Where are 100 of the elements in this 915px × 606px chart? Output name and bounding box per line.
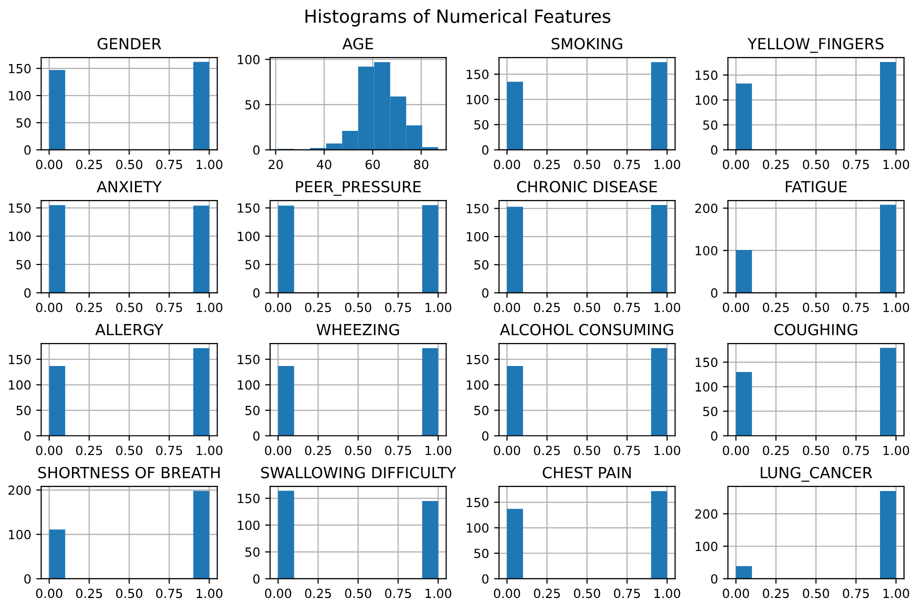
- x-tick-label: 0.75: [842, 446, 869, 456]
- y-tick-label: 100: [238, 520, 260, 530]
- y-tick-label: 150: [466, 498, 488, 508]
- x-tick-label: 0.25: [76, 160, 102, 170]
- x-tick-label: 0.50: [116, 302, 142, 312]
- x-tick-label: 0.25: [762, 446, 789, 456]
- x-tick-label: 0.75: [842, 302, 869, 312]
- y-tick-label: 100: [696, 95, 718, 105]
- x-tick-label: 0.00: [494, 588, 520, 598]
- x-tick-label: 0.50: [574, 446, 600, 456]
- x-tick-label: 0.75: [614, 160, 640, 170]
- y-tick-label: 50: [245, 260, 260, 270]
- y-tick-label: 50: [703, 120, 718, 130]
- x-tick-label: 0.75: [842, 160, 869, 170]
- x-tick-label: 0.50: [802, 446, 830, 456]
- chart-title: WHEEZING: [316, 324, 399, 336]
- x-tick-label: 0.25: [76, 446, 102, 456]
- y-tick-label: 50: [245, 406, 260, 416]
- x-tick-label: 0.25: [534, 446, 560, 456]
- x-tick-label: 1.00: [196, 588, 222, 598]
- x-tick-label: 0.25: [305, 588, 331, 598]
- y-tick-label: 150: [696, 358, 718, 368]
- y-tick-label: 100: [466, 94, 488, 104]
- y-tick-label: 0: [711, 288, 718, 298]
- y-tick-label: 0: [253, 431, 260, 441]
- y-tick-label: 0: [482, 431, 488, 441]
- x-tick-label: 0.25: [762, 588, 789, 598]
- x-tick-label: 0.00: [265, 302, 292, 312]
- x-tick-label: 0.50: [802, 588, 830, 598]
- x-tick-label: 0.00: [494, 160, 520, 170]
- x-tick-label: 0.00: [494, 446, 520, 456]
- x-tick-label: 1.00: [883, 302, 910, 312]
- x-tick-label: 60: [366, 160, 380, 170]
- x-tick-label: 0.00: [494, 302, 520, 312]
- y-tick-label: 100: [8, 232, 31, 242]
- y-tick-label: 200: [695, 509, 718, 519]
- y-tick-label: 150: [238, 354, 260, 364]
- y-tick-label: 0: [253, 145, 260, 155]
- x-tick-label: 0.50: [802, 160, 830, 170]
- x-tick-label: 0.25: [534, 302, 560, 312]
- y-tick-label: 50: [474, 548, 488, 558]
- x-tick-label: 1.00: [426, 302, 452, 312]
- x-tick-label: 1.00: [196, 302, 222, 312]
- x-tick-label: 0.75: [156, 588, 182, 598]
- y-tick-label: 100: [696, 382, 718, 392]
- x-tick-label: 1.00: [654, 588, 680, 598]
- y-tick-label: 150: [466, 204, 488, 214]
- x-tick-label: 0.75: [385, 446, 411, 456]
- y-tick-label: 0: [482, 288, 488, 298]
- y-tick-label: 50: [703, 406, 718, 416]
- x-tick-label: 1.00: [883, 446, 910, 456]
- x-tick-label: 0.50: [116, 588, 142, 598]
- chart-title: CHEST PAIN: [542, 466, 631, 478]
- y-tick-label: 150: [8, 203, 31, 213]
- x-tick-label: 0.25: [762, 160, 789, 170]
- y-tick-label: 0: [711, 145, 718, 155]
- x-tick-label: 0.75: [842, 588, 869, 598]
- y-tick-label: 0: [24, 288, 31, 298]
- y-tick-label: 50: [474, 120, 488, 130]
- x-tick-label: 0.75: [385, 588, 411, 598]
- chart-title: ALLERGY: [95, 324, 164, 336]
- y-tick-label: 150: [238, 203, 260, 213]
- x-tick-label: 0.50: [345, 446, 372, 456]
- x-tick-label: 0.00: [722, 302, 750, 312]
- x-tick-label: 0.25: [305, 302, 331, 312]
- y-tick-label: 100: [696, 542, 718, 552]
- y-tick-label: 50: [16, 406, 31, 416]
- y-tick-label: 50: [16, 260, 31, 270]
- chart-title: CHRONIC DISEASE: [517, 180, 657, 192]
- y-tick-label: 100: [696, 246, 718, 256]
- x-tick-label: 1.00: [883, 160, 910, 170]
- x-tick-label: 20: [268, 160, 283, 170]
- x-tick-label: 1.00: [196, 160, 222, 170]
- y-tick-label: 0: [482, 145, 488, 155]
- y-tick-label: 150: [696, 70, 718, 80]
- x-tick-label: 0.50: [574, 302, 600, 312]
- x-tick-label: 0.00: [722, 588, 750, 598]
- x-tick-label: 80: [414, 160, 428, 170]
- y-tick-label: 200: [695, 204, 718, 214]
- chart-title: AGE: [342, 38, 373, 50]
- y-tick-label: 50: [474, 406, 488, 416]
- chart-title: SHORTNESS OF BREATH: [38, 466, 220, 478]
- x-tick-label: 0.75: [385, 302, 411, 312]
- x-tick-label: 1.00: [196, 446, 222, 456]
- x-tick-label: 1.00: [426, 588, 452, 598]
- y-tick-label: 100: [8, 380, 31, 390]
- x-tick-label: 0.25: [762, 302, 789, 312]
- x-tick-label: 0.25: [534, 160, 560, 170]
- x-tick-label: 0.00: [36, 588, 62, 598]
- x-tick-label: 0.50: [116, 160, 142, 170]
- y-tick-label: 150: [466, 70, 488, 80]
- y-tick-label: 0: [253, 288, 260, 298]
- x-tick-label: 0.75: [156, 302, 182, 312]
- y-tick-label: 150: [8, 354, 31, 364]
- y-tick-label: 50: [245, 100, 260, 110]
- y-tick-label: 100: [8, 530, 31, 540]
- x-tick-label: 0.00: [36, 446, 62, 456]
- x-tick-label: 1.00: [654, 302, 680, 312]
- y-tick-label: 100: [466, 232, 488, 242]
- chart-title: COUGHING: [774, 324, 858, 336]
